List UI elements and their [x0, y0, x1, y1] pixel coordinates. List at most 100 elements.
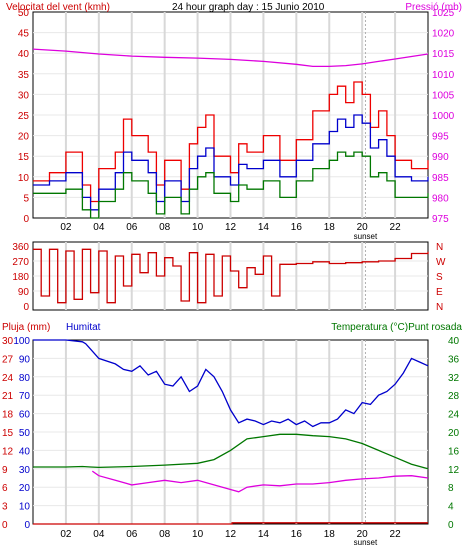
direction-tick: 270 [12, 257, 29, 268]
series-wind-low [33, 151, 429, 219]
hour-tick: 18 [324, 529, 336, 540]
pressure-tick: 1025 [432, 8, 455, 19]
direction-tick: 90 [18, 287, 30, 298]
rain-axis-label: Pluja (mm) [2, 322, 50, 333]
humidity-tick: 50 [19, 428, 31, 439]
wind-tick: 30 [18, 90, 30, 101]
rain-tick: 9 [2, 465, 8, 476]
temperature-tick: 20 [448, 428, 460, 439]
rain-tick: 3 [2, 502, 8, 513]
temperature-tick: 8 [448, 483, 454, 494]
hour-tick: 14 [258, 529, 270, 540]
hour-tick: 08 [159, 222, 171, 233]
compass-tick: S [436, 272, 443, 283]
pressure-tick: 975 [432, 214, 449, 225]
series-direction [33, 248, 429, 304]
wind-tick: 45 [18, 29, 30, 40]
series-rain [33, 522, 428, 525]
hour-tick: 20 [357, 222, 369, 233]
humidity-tick: 90 [19, 354, 31, 365]
hour-tick: 22 [390, 529, 402, 540]
hour-tick: 22 [390, 222, 402, 233]
wind-tick: 10 [18, 173, 30, 184]
temperature-tick: 36 [448, 354, 460, 365]
humidity-tick: 0 [24, 520, 30, 531]
hour-tick: 04 [93, 222, 105, 233]
wind-tick: 20 [18, 132, 30, 143]
hour-tick: 14 [258, 222, 270, 233]
series-humidity [33, 339, 429, 428]
compass-tick: N [436, 302, 443, 313]
hour-tick: 02 [60, 222, 72, 233]
humidity-tick: 30 [19, 465, 31, 476]
wind-tick: 15 [18, 152, 30, 163]
series-dew-point [91, 470, 429, 493]
temperature-tick: 28 [448, 391, 460, 402]
pressure-tick: 1005 [432, 90, 455, 101]
direction-tick: 360 [12, 242, 29, 253]
hour-tick: 16 [291, 222, 303, 233]
wind-tick: 50 [18, 8, 30, 19]
series-wind-gust [33, 81, 429, 203]
pressure-tick: 1010 [432, 70, 455, 81]
humidity-tick: 100 [13, 336, 30, 347]
rain-tick: 30 [2, 336, 14, 347]
humidity-tick: 80 [19, 373, 31, 384]
temperature-axis-label: Temperatura (°C)Punt rosada [331, 322, 462, 333]
pressure-tick: 990 [432, 152, 449, 163]
hour-tick: 04 [93, 529, 105, 540]
wind-tick: 0 [23, 214, 29, 225]
rain-tick: 0 [2, 520, 8, 531]
temperature-tick: 12 [448, 465, 460, 476]
humidity-tick: 60 [19, 410, 31, 421]
hour-tick: 18 [324, 222, 336, 233]
rain-tick: 27 [2, 354, 14, 365]
temperature-tick: 24 [448, 410, 460, 421]
wind-tick: 40 [18, 49, 30, 60]
rain-tick: 12 [2, 446, 14, 457]
humidity-tick: 70 [19, 391, 31, 402]
wind-tick: 5 [23, 193, 29, 204]
rain-tick: 18 [2, 410, 14, 421]
wind-tick: 25 [18, 111, 30, 122]
temperature-tick: 32 [448, 373, 460, 384]
rain-tick: 15 [2, 428, 14, 439]
hour-tick: 06 [126, 222, 138, 233]
compass-tick: N [436, 242, 443, 253]
hour-tick: 10 [192, 529, 204, 540]
hour-tick: 08 [159, 529, 171, 540]
rain-tick: 6 [2, 483, 8, 494]
compass-tick: W [436, 257, 446, 268]
direction-tick: 0 [23, 302, 29, 313]
pressure-tick: 1015 [432, 49, 455, 60]
sunset-label: sunset [354, 538, 378, 547]
wind-tick: 35 [18, 70, 30, 81]
temperature-tick: 4 [448, 502, 454, 513]
temperature-tick: 16 [448, 446, 460, 457]
humidity-tick: 40 [19, 446, 31, 457]
humidity-axis-label: Humitat [66, 322, 101, 333]
temperature-tick: 0 [448, 520, 454, 531]
compass-tick: E [436, 287, 443, 298]
rain-tick: 24 [2, 373, 14, 384]
wind-axis-label: Velocitat del vent (kmh) [6, 2, 110, 13]
chart-title: 24 hour graph day : 15 Junio 2010 [172, 2, 325, 13]
temperature-tick: 40 [448, 336, 460, 347]
hour-tick: 16 [291, 529, 303, 540]
sunset-label: sunset [354, 232, 378, 241]
pressure-tick: 980 [432, 193, 449, 204]
hour-tick: 02 [60, 529, 72, 540]
hour-tick: 10 [192, 222, 204, 233]
rain-tick: 21 [2, 391, 14, 402]
series-pressure [32, 48, 429, 68]
hour-tick: 12 [225, 222, 237, 233]
series-wind-avg [33, 114, 429, 211]
hour-tick: 20 [357, 529, 369, 540]
pressure-tick: 1000 [432, 111, 455, 122]
pressure-axis-label: Pressió (mb) [405, 2, 462, 13]
hour-tick: 12 [225, 529, 237, 540]
hour-tick: 06 [126, 529, 138, 540]
pressure-tick: 1020 [432, 29, 455, 40]
